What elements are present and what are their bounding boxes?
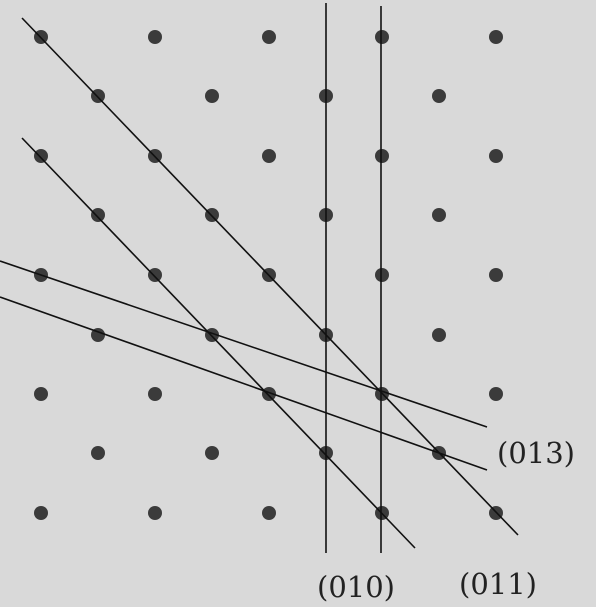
lattice-point: [489, 149, 503, 163]
lattice-point: [489, 268, 503, 282]
lattice-point: [34, 387, 48, 401]
lattice-point: [375, 30, 389, 44]
lattice-point: [34, 149, 48, 163]
lattice-point: [262, 149, 276, 163]
lattice-point: [489, 387, 503, 401]
lattice-point: [262, 506, 276, 520]
lattice-point: [205, 446, 219, 460]
lattice-point: [91, 328, 105, 342]
plane-label-010: (010): [317, 570, 395, 604]
lattice-point: [432, 208, 446, 222]
lattice-point: [148, 30, 162, 44]
lattice-point: [375, 149, 389, 163]
lattice-point: [375, 268, 389, 282]
lattice-point: [91, 208, 105, 222]
lattice-point: [91, 446, 105, 460]
lattice-point: [432, 89, 446, 103]
plane-011-line-upper: [21, 17, 519, 536]
plane-label-011: (011): [459, 567, 537, 601]
lattice-point: [148, 387, 162, 401]
plane-013-line-upper: [0, 260, 488, 428]
lattice-point: [148, 506, 162, 520]
lattice-planes: [0, 3, 519, 553]
lattice-point: [205, 89, 219, 103]
lattice-points: [34, 30, 503, 520]
plane-011-line-lower: [21, 137, 416, 549]
plane-013-line-lower: [0, 296, 488, 471]
plane-label-013: (013): [497, 436, 575, 470]
lattice-point: [489, 30, 503, 44]
lattice-point: [432, 328, 446, 342]
lattice-point: [148, 268, 162, 282]
lattice-point: [34, 506, 48, 520]
lattice-point: [262, 30, 276, 44]
